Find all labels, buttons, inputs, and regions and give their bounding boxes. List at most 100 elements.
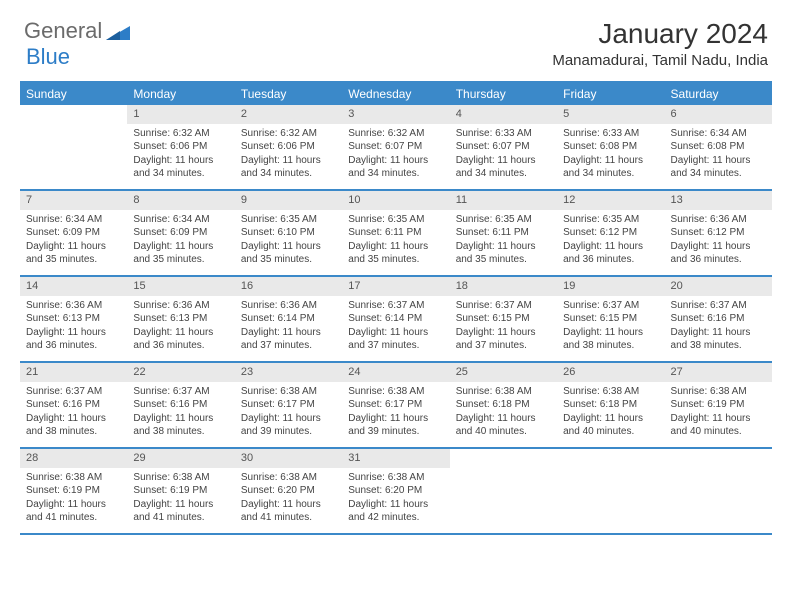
day-body: Sunrise: 6:35 AMSunset: 6:12 PMDaylight:…	[557, 210, 664, 273]
sunrise-line: Sunrise: 6:37 AM	[671, 299, 766, 313]
sunrise-line: Sunrise: 6:34 AM	[671, 127, 766, 141]
day-cell: 16Sunrise: 6:36 AMSunset: 6:14 PMDayligh…	[235, 277, 342, 361]
day-number: 21	[20, 363, 127, 382]
day-cell: 12Sunrise: 6:35 AMSunset: 6:12 PMDayligh…	[557, 191, 664, 275]
dow-cell: Sunday	[20, 83, 127, 105]
sunset-line: Sunset: 6:12 PM	[671, 226, 766, 240]
sunset-line: Sunset: 6:15 PM	[456, 312, 551, 326]
sunset-line: Sunset: 6:09 PM	[133, 226, 228, 240]
daylight-line: Daylight: 11 hours and 34 minutes.	[133, 154, 228, 181]
day-number: 19	[557, 277, 664, 296]
sunrise-line: Sunrise: 6:38 AM	[241, 471, 336, 485]
day-body: Sunrise: 6:37 AMSunset: 6:16 PMDaylight:…	[665, 296, 772, 359]
day-body: Sunrise: 6:37 AMSunset: 6:15 PMDaylight:…	[557, 296, 664, 359]
sunrise-line: Sunrise: 6:34 AM	[133, 213, 228, 227]
sunrise-line: Sunrise: 6:38 AM	[563, 385, 658, 399]
day-body: Sunrise: 6:32 AMSunset: 6:06 PMDaylight:…	[235, 124, 342, 187]
sunset-line: Sunset: 6:06 PM	[133, 140, 228, 154]
daylight-line: Daylight: 11 hours and 41 minutes.	[26, 498, 121, 525]
day-number: 29	[127, 449, 234, 468]
sunrise-line: Sunrise: 6:35 AM	[348, 213, 443, 227]
day-body: Sunrise: 6:35 AMSunset: 6:11 PMDaylight:…	[342, 210, 449, 273]
day-number: 10	[342, 191, 449, 210]
day-cell: 27Sunrise: 6:38 AMSunset: 6:19 PMDayligh…	[665, 363, 772, 447]
daylight-line: Daylight: 11 hours and 41 minutes.	[133, 498, 228, 525]
calendar: SundayMondayTuesdayWednesdayThursdayFrid…	[20, 81, 772, 535]
day-number: 9	[235, 191, 342, 210]
sunset-line: Sunset: 6:11 PM	[456, 226, 551, 240]
day-number: 5	[557, 105, 664, 124]
day-cell: 13Sunrise: 6:36 AMSunset: 6:12 PMDayligh…	[665, 191, 772, 275]
sunrise-line: Sunrise: 6:37 AM	[563, 299, 658, 313]
sunrise-line: Sunrise: 6:38 AM	[456, 385, 551, 399]
day-body: Sunrise: 6:38 AMSunset: 6:19 PMDaylight:…	[20, 468, 127, 531]
daylight-line: Daylight: 11 hours and 39 minutes.	[348, 412, 443, 439]
day-body: Sunrise: 6:35 AMSunset: 6:11 PMDaylight:…	[450, 210, 557, 273]
day-body: Sunrise: 6:34 AMSunset: 6:08 PMDaylight:…	[665, 124, 772, 187]
day-cell: 14Sunrise: 6:36 AMSunset: 6:13 PMDayligh…	[20, 277, 127, 361]
sunrise-line: Sunrise: 6:36 AM	[671, 213, 766, 227]
sunrise-line: Sunrise: 6:38 AM	[348, 385, 443, 399]
day-body: Sunrise: 6:37 AMSunset: 6:16 PMDaylight:…	[20, 382, 127, 445]
daylight-line: Daylight: 11 hours and 34 minutes.	[241, 154, 336, 181]
sunrise-line: Sunrise: 6:37 AM	[456, 299, 551, 313]
week-row: 28Sunrise: 6:38 AMSunset: 6:19 PMDayligh…	[20, 449, 772, 535]
day-body: Sunrise: 6:38 AMSunset: 6:19 PMDaylight:…	[127, 468, 234, 531]
day-body: Sunrise: 6:36 AMSunset: 6:13 PMDaylight:…	[127, 296, 234, 359]
day-cell: 0	[557, 449, 664, 533]
daylight-line: Daylight: 11 hours and 38 minutes.	[133, 412, 228, 439]
daylight-line: Daylight: 11 hours and 35 minutes.	[26, 240, 121, 267]
day-number: 22	[127, 363, 234, 382]
day-body: Sunrise: 6:33 AMSunset: 6:07 PMDaylight:…	[450, 124, 557, 187]
day-cell: 21Sunrise: 6:37 AMSunset: 6:16 PMDayligh…	[20, 363, 127, 447]
day-body: Sunrise: 6:38 AMSunset: 6:18 PMDaylight:…	[557, 382, 664, 445]
day-number: 15	[127, 277, 234, 296]
sunrise-line: Sunrise: 6:38 AM	[671, 385, 766, 399]
day-cell: 22 Sunrise: 6:37 AMSunset: 6:16 PMDayligh…	[127, 363, 234, 447]
day-cell: 2Sunrise: 6:32 AMSunset: 6:06 PMDaylight…	[235, 105, 342, 189]
sunset-line: Sunset: 6:16 PM	[133, 398, 228, 412]
daylight-line: Daylight: 11 hours and 36 minutes.	[563, 240, 658, 267]
day-cell: 31Sunrise: 6:38 AMSunset: 6:20 PMDayligh…	[342, 449, 449, 533]
day-number: 23	[235, 363, 342, 382]
day-number: 7	[20, 191, 127, 210]
day-cell: 8Sunrise: 6:34 AMSunset: 6:09 PMDaylight…	[127, 191, 234, 275]
day-cell: 9Sunrise: 6:35 AMSunset: 6:10 PMDaylight…	[235, 191, 342, 275]
week-row: 7Sunrise: 6:34 AMSunset: 6:09 PMDaylight…	[20, 191, 772, 277]
sunset-line: Sunset: 6:17 PM	[241, 398, 336, 412]
sunrise-line: Sunrise: 6:38 AM	[348, 471, 443, 485]
day-cell: 1Sunrise: 6:32 AMSunset: 6:06 PMDaylight…	[127, 105, 234, 189]
sunset-line: Sunset: 6:13 PM	[26, 312, 121, 326]
sunrise-line: Sunrise: 6:37 AM	[348, 299, 443, 313]
day-cell: 0	[665, 449, 772, 533]
day-body: Sunrise: 6:32 AMSunset: 6:06 PMDaylight:…	[127, 124, 234, 187]
day-cell: 26Sunrise: 6:38 AMSunset: 6:18 PMDayligh…	[557, 363, 664, 447]
day-cell: 7Sunrise: 6:34 AMSunset: 6:09 PMDaylight…	[20, 191, 127, 275]
day-cell: 11Sunrise: 6:35 AMSunset: 6:11 PMDayligh…	[450, 191, 557, 275]
day-number: 26	[557, 363, 664, 382]
logo-text-a: General	[24, 18, 102, 44]
dow-cell: Thursday	[450, 83, 557, 105]
day-number: 8	[127, 191, 234, 210]
day-body: Sunrise: 6:38 AMSunset: 6:17 PMDaylight:…	[342, 382, 449, 445]
sunset-line: Sunset: 6:07 PM	[348, 140, 443, 154]
day-number: 1	[127, 105, 234, 124]
sunset-line: Sunset: 6:14 PM	[348, 312, 443, 326]
sunset-line: Sunset: 6:07 PM	[456, 140, 551, 154]
daylight-line: Daylight: 11 hours and 36 minutes.	[133, 326, 228, 353]
logo-text-b: Blue	[26, 44, 70, 69]
daylight-line: Daylight: 11 hours and 38 minutes.	[671, 326, 766, 353]
sunset-line: Sunset: 6:19 PM	[671, 398, 766, 412]
sunrise-line: Sunrise: 6:33 AM	[563, 127, 658, 141]
day-number: 16	[235, 277, 342, 296]
sunset-line: Sunset: 6:18 PM	[563, 398, 658, 412]
daylight-line: Daylight: 11 hours and 34 minutes.	[456, 154, 551, 181]
day-cell: 17Sunrise: 6:37 AMSunset: 6:14 PMDayligh…	[342, 277, 449, 361]
sunrise-line: Sunrise: 6:37 AM	[133, 385, 228, 399]
day-body: Sunrise: 6:34 AMSunset: 6:09 PMDaylight:…	[127, 210, 234, 273]
day-cell: 5Sunrise: 6:33 AMSunset: 6:08 PMDaylight…	[557, 105, 664, 189]
day-body: Sunrise: 6:38 AMSunset: 6:20 PMDaylight:…	[235, 468, 342, 531]
daylight-line: Daylight: 11 hours and 38 minutes.	[563, 326, 658, 353]
day-body: Sunrise: 6:38 AMSunset: 6:19 PMDaylight:…	[665, 382, 772, 445]
daylight-line: Daylight: 11 hours and 40 minutes.	[456, 412, 551, 439]
